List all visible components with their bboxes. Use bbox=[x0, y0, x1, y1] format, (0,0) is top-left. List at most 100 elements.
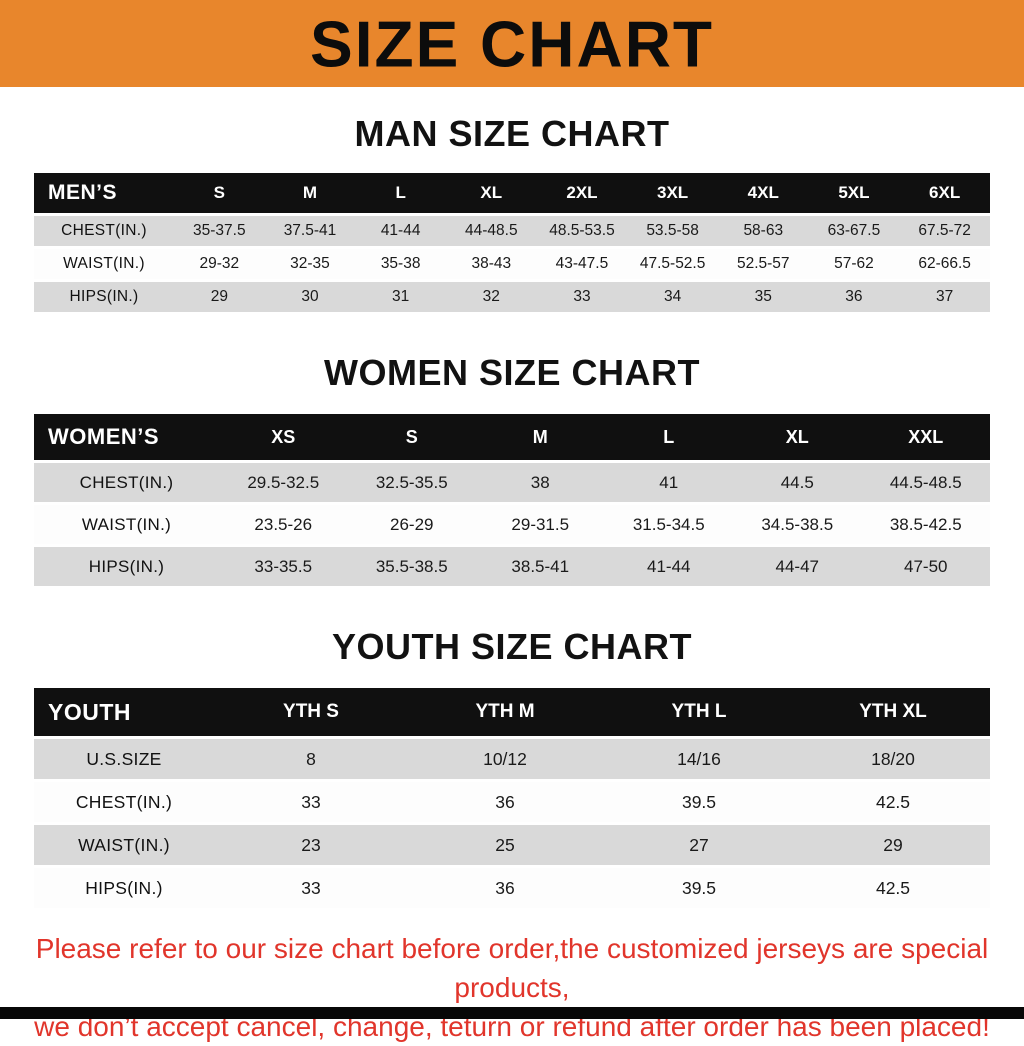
size-value: 23 bbox=[301, 834, 321, 855]
column-header: YTH L bbox=[671, 701, 727, 722]
size-value: 27 bbox=[689, 834, 709, 855]
size-value: 33 bbox=[301, 877, 321, 898]
size-value: 32.5-35.5 bbox=[375, 472, 448, 492]
size-value: 37.5-41 bbox=[283, 222, 337, 239]
size-value: 58-63 bbox=[743, 222, 784, 239]
size-value: 33-35.5 bbox=[254, 556, 313, 576]
table-row: CHEST(IN.) 29.5-32.5 32.5-35.5 38 41 44.5 44.5… bbox=[34, 463, 990, 502]
column-header: XS bbox=[271, 426, 296, 447]
size-value: 14/16 bbox=[677, 748, 721, 769]
size-value: 67.5-72 bbox=[918, 222, 971, 239]
column-header: XL bbox=[480, 183, 503, 202]
men-size-chart-section: MAN SIZE CHART MEN’S S M L XL 2XL 3XL 4XL 5XL 6XL… bbox=[0, 112, 1024, 315]
column-header: S bbox=[213, 183, 225, 202]
column-header: YTH XL bbox=[859, 701, 927, 722]
size-value: 35-38 bbox=[380, 255, 421, 272]
column-header: L bbox=[663, 426, 675, 447]
size-value: 18/20 bbox=[871, 748, 915, 769]
table-row: CHEST(IN.) 35-37.5 37.5-41 41-44 44-48.5 48.5… bbox=[34, 216, 990, 246]
size-value: 48.5-53.5 bbox=[549, 222, 615, 239]
table-row: WAIST(IN.) 23 25 27 29 bbox=[34, 825, 990, 865]
size-value: 62-66.5 bbox=[918, 255, 971, 272]
size-value: 33 bbox=[573, 288, 591, 305]
column-header: 4XL bbox=[747, 183, 779, 202]
size-value: 41 bbox=[659, 472, 679, 492]
corner-label: YOUTH bbox=[48, 698, 131, 725]
notice-line-1: Please refer to our size chart before or… bbox=[35, 933, 989, 1003]
size-value: 44-48.5 bbox=[465, 222, 518, 239]
women-chart-title: WOMEN SIZE CHART bbox=[324, 352, 700, 393]
size-value: 32-35 bbox=[290, 255, 330, 272]
size-value: 63-67.5 bbox=[827, 222, 881, 239]
size-value: 31.5-34.5 bbox=[632, 514, 705, 534]
table-row: WAIST(IN.) 23.5-26 26-29 29-31.5 31.5-34.5 34… bbox=[34, 505, 990, 544]
size-value: 37 bbox=[936, 288, 954, 305]
column-header: M bbox=[302, 183, 318, 202]
corner-label: MEN’S bbox=[48, 181, 118, 204]
column-header: YTH S bbox=[283, 701, 339, 722]
header-row: MEN’S S M L XL 2XL 3XL 4XL 5XL 6XL bbox=[34, 173, 990, 213]
row-label: CHEST(IN.) bbox=[75, 791, 173, 812]
size-value: 26-29 bbox=[390, 514, 434, 534]
size-value: 31 bbox=[392, 288, 410, 305]
size-value: 39.5 bbox=[681, 791, 717, 812]
header-row: WOMEN’S XS S M L XL XXL bbox=[34, 414, 990, 460]
size-value: 52.5-57 bbox=[736, 255, 790, 272]
size-value: 57-62 bbox=[834, 255, 874, 272]
table-row: HIPS(IN.) 33-35.5 35.5-38.5 38.5-41 41-44 44-… bbox=[34, 547, 990, 586]
title-banner: SIZE CHART bbox=[0, 0, 1024, 87]
size-value: 36 bbox=[495, 791, 515, 812]
column-header: M bbox=[532, 426, 548, 447]
size-value: 47.5-52.5 bbox=[639, 255, 706, 272]
size-value: 36 bbox=[845, 288, 863, 305]
column-header: 3XL bbox=[657, 183, 689, 202]
column-header: S bbox=[405, 426, 418, 447]
size-value: 29-32 bbox=[199, 255, 240, 272]
size-value: 35-37.5 bbox=[193, 222, 246, 239]
size-value: 36 bbox=[495, 877, 515, 898]
size-value: 29 bbox=[210, 288, 228, 305]
size-value: 32 bbox=[482, 288, 500, 305]
size-value: 30 bbox=[301, 288, 319, 305]
column-header: 5XL bbox=[838, 183, 870, 202]
size-value: 44.5 bbox=[780, 472, 814, 492]
row-label: HIPS(IN.) bbox=[85, 877, 163, 898]
table-row: HIPS(IN.) 33 36 39.5 42.5 bbox=[34, 868, 990, 908]
row-label: CHEST(IN.) bbox=[79, 472, 174, 492]
size-value: 8 bbox=[306, 748, 316, 769]
row-label: HIPS(IN.) bbox=[69, 288, 139, 305]
size-value: 33 bbox=[301, 791, 321, 812]
size-value: 29.5-32.5 bbox=[247, 472, 320, 492]
bottom-bar bbox=[0, 1007, 1024, 1019]
column-header: 2XL bbox=[566, 183, 598, 202]
men-chart-title: MAN SIZE CHART bbox=[354, 113, 670, 154]
size-value: 41-44 bbox=[647, 556, 691, 576]
size-value: 10/12 bbox=[483, 748, 527, 769]
table-row: WAIST(IN.) 29-32 32-35 35-38 38-43 43-47.5 47.… bbox=[34, 249, 990, 279]
size-value: 38-43 bbox=[471, 255, 512, 272]
size-value: 34 bbox=[663, 288, 682, 305]
page-title: SIZE CHART bbox=[310, 6, 714, 81]
youth-size-chart-section: YOUTH SIZE CHART YOUTH YTH S YTH M YTH L YTH… bbox=[0, 625, 1024, 911]
column-header: YTH M bbox=[475, 701, 535, 722]
size-value: 29 bbox=[883, 834, 903, 855]
size-value: 35.5-38.5 bbox=[375, 556, 448, 576]
size-value: 38 bbox=[530, 472, 550, 492]
row-label: WAIST(IN.) bbox=[63, 255, 145, 272]
row-label: U.S.SIZE bbox=[86, 748, 162, 769]
table-row: CHEST(IN.) 33 36 39.5 42.5 bbox=[34, 782, 990, 822]
size-value: 34.5-38.5 bbox=[761, 514, 834, 534]
youth-size-table: YOUTH YTH S YTH M YTH L YTH XL U.S.SIZE 8 10/12… bbox=[34, 685, 990, 911]
table-row: U.S.SIZE 8 10/12 14/16 18/20 bbox=[34, 739, 990, 779]
size-value: 47-50 bbox=[904, 556, 948, 576]
men-size-table: MEN’S S M L XL 2XL 3XL 4XL 5XL 6XL CHEST(IN.) 35-37… bbox=[34, 170, 990, 315]
women-size-table: WOMEN’S XS S M L XL XXL CHEST(IN.) 29.5-32.5 32.5… bbox=[34, 411, 990, 589]
size-value: 38.5-41 bbox=[511, 556, 570, 576]
row-label: HIPS(IN.) bbox=[88, 556, 165, 576]
size-value: 42.5 bbox=[875, 791, 911, 812]
column-header: L bbox=[395, 183, 406, 202]
size-value: 25 bbox=[495, 834, 515, 855]
size-value: 39.5 bbox=[681, 877, 717, 898]
column-header: XL bbox=[785, 426, 809, 447]
